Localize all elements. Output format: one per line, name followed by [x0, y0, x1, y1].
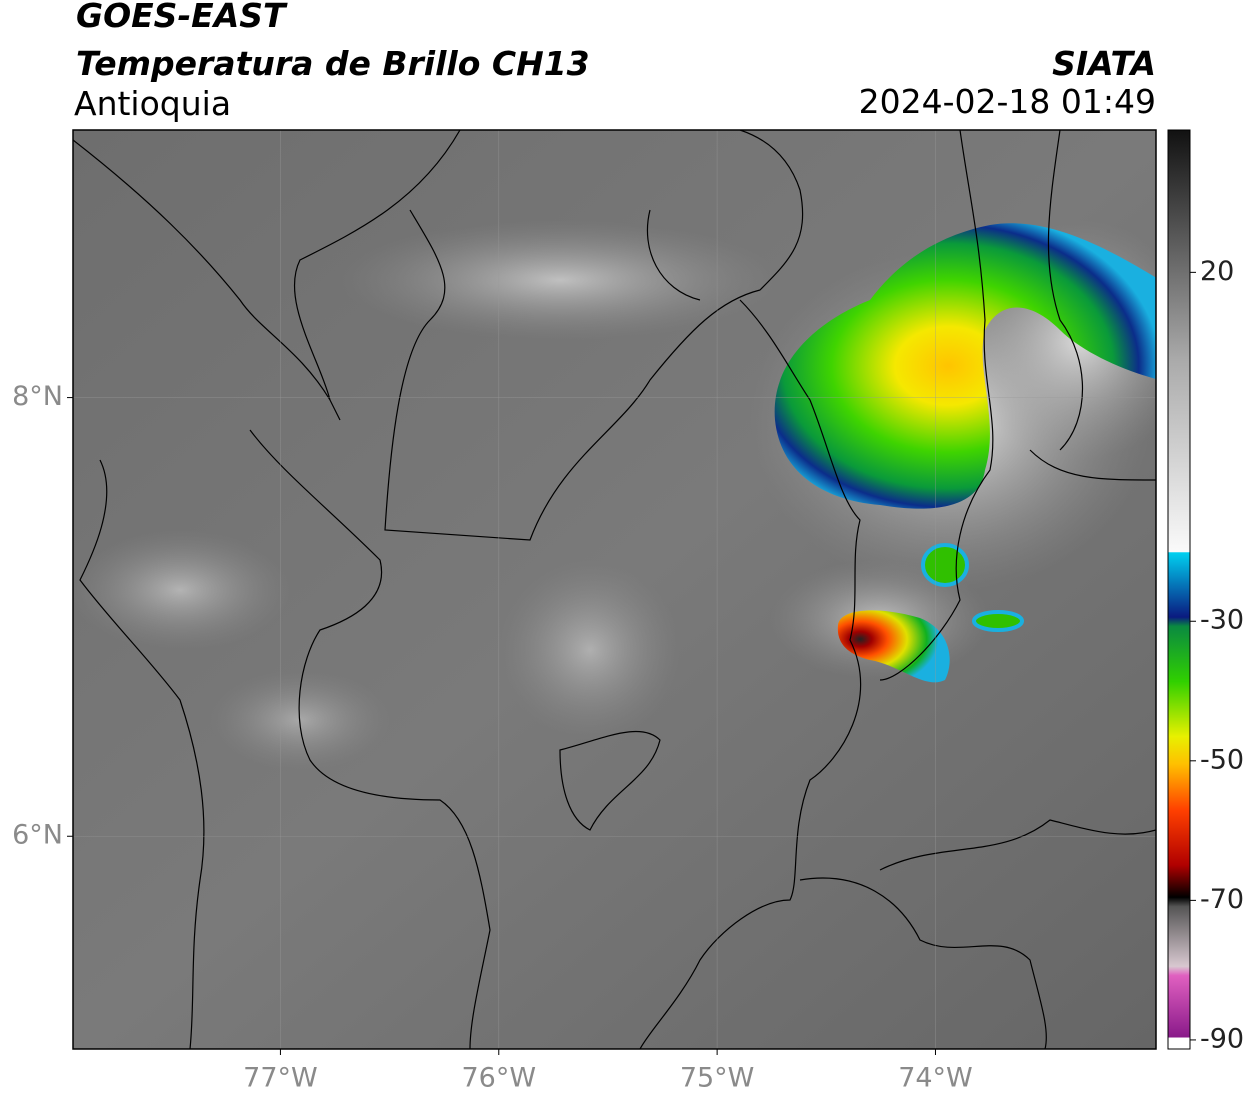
convective-system [774, 223, 1156, 509]
colorbar-label: -50 [1200, 744, 1244, 775]
title: GOES-EAST [76, 0, 286, 35]
border [384, 130, 804, 541]
border [879, 130, 994, 681]
border [1029, 130, 1156, 481]
convective-cell [972, 610, 1024, 632]
border [249, 429, 491, 1049]
colorbar-label: -90 [1200, 1023, 1244, 1054]
cloud [73, 530, 290, 650]
map-frame [72, 129, 1157, 1050]
cloud [500, 560, 680, 740]
x-tick-label: 74°W [898, 1063, 973, 1094]
colorbar-label: -30 [1200, 605, 1244, 636]
coastline [294, 130, 461, 401]
source: SIATA [1052, 44, 1156, 83]
y-tick-label: 6°N [12, 820, 63, 851]
imagery [73, 130, 1156, 1049]
convective-cell [921, 543, 969, 587]
border [559, 730, 661, 831]
colorbar-label: -70 [1200, 884, 1244, 915]
x-tick-label: 75°W [680, 1063, 755, 1094]
colorbar [1167, 129, 1191, 1050]
border [799, 819, 1156, 1049]
borders [73, 130, 1156, 1049]
border [639, 209, 862, 1049]
graticule [73, 130, 1156, 1049]
border [79, 459, 205, 1049]
x-tick-label: 77°W [243, 1063, 318, 1094]
cloud [340, 220, 780, 340]
colorbar-label: 20 [1200, 256, 1234, 287]
coastline [73, 139, 341, 421]
timestamp: 2024-02-18 01:49 [858, 82, 1156, 121]
convective-cell [837, 610, 950, 683]
x-tick-label: 76°W [461, 1063, 536, 1094]
subtitle: Temperatura de Brillo CH13 [76, 44, 590, 83]
region: Antioquia [74, 84, 232, 123]
y-tick-label: 8°N [12, 381, 63, 412]
